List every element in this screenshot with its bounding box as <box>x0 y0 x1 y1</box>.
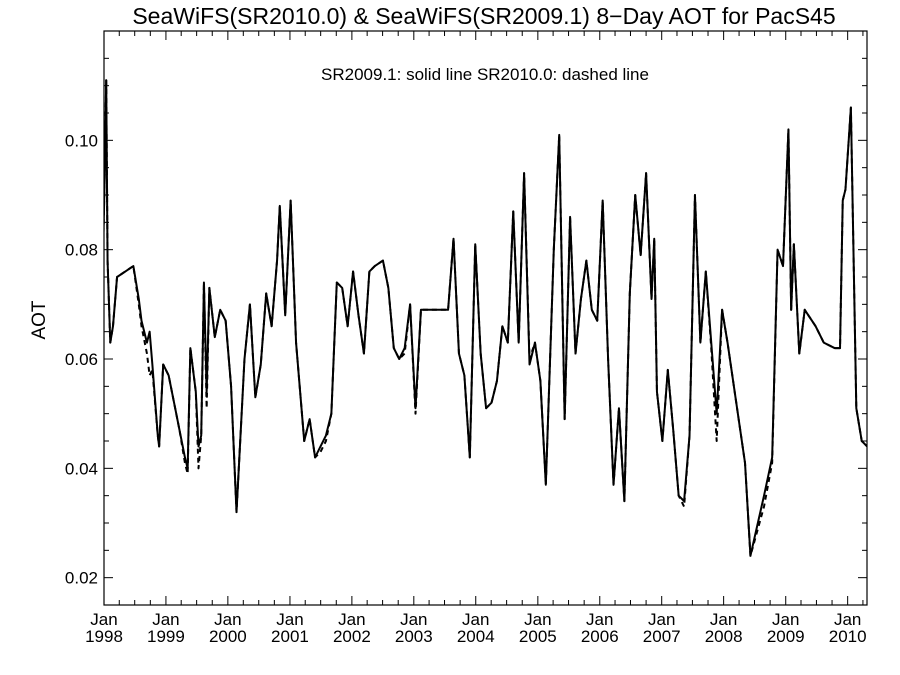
x-tick-year: 1998 <box>85 627 123 646</box>
y-tick-label: 0.06 <box>65 350 98 369</box>
x-tick-year: 2005 <box>519 627 557 646</box>
y-tick-label: 0.02 <box>65 569 98 588</box>
x-tick-month: Jan <box>834 610 861 629</box>
x-tick-month: Jan <box>214 610 241 629</box>
x-tick-month: Jan <box>710 610 737 629</box>
axes-layer: 0.020.040.060.080.10Jan1998Jan1999Jan200… <box>65 30 867 646</box>
x-tick-month: Jan <box>586 610 613 629</box>
x-tick-year: 2006 <box>581 627 619 646</box>
x-tick-year: 1999 <box>147 627 185 646</box>
series-layer <box>104 79 867 557</box>
chart-annotation: SR2009.1: solid line SR2010.0: dashed li… <box>321 65 649 84</box>
x-tick-year: 2009 <box>767 627 805 646</box>
x-tick-year: 2008 <box>705 627 743 646</box>
y-tick-label: 0.08 <box>65 241 98 260</box>
x-tick-year: 2002 <box>333 627 371 646</box>
x-tick-month: Jan <box>648 610 675 629</box>
x-tick-year: 2001 <box>271 627 309 646</box>
x-tick-year: 2003 <box>395 627 433 646</box>
x-tick-month: Jan <box>90 610 117 629</box>
x-tick-year: 2007 <box>643 627 681 646</box>
x-tick-month: Jan <box>400 610 427 629</box>
plot-frame <box>103 30 868 606</box>
x-tick-month: Jan <box>338 610 365 629</box>
y-tick-label: 0.10 <box>65 131 98 150</box>
series-line-sr2009-1 <box>104 79 867 557</box>
x-tick-month: Jan <box>276 610 303 629</box>
x-tick-year: 2010 <box>829 627 867 646</box>
y-axis-label: AOT <box>29 300 50 339</box>
x-tick-month: Jan <box>152 610 179 629</box>
y-tick-label: 0.04 <box>65 459 98 478</box>
x-tick-year: 2004 <box>457 627 495 646</box>
x-tick-year: 2000 <box>209 627 247 646</box>
x-tick-month: Jan <box>524 610 551 629</box>
x-tick-month: Jan <box>462 610 489 629</box>
chart-title: SeaWiFS(SR2010.0) & SeaWiFS(SR2009.1) 8−… <box>132 3 835 29</box>
x-tick-month: Jan <box>772 610 799 629</box>
